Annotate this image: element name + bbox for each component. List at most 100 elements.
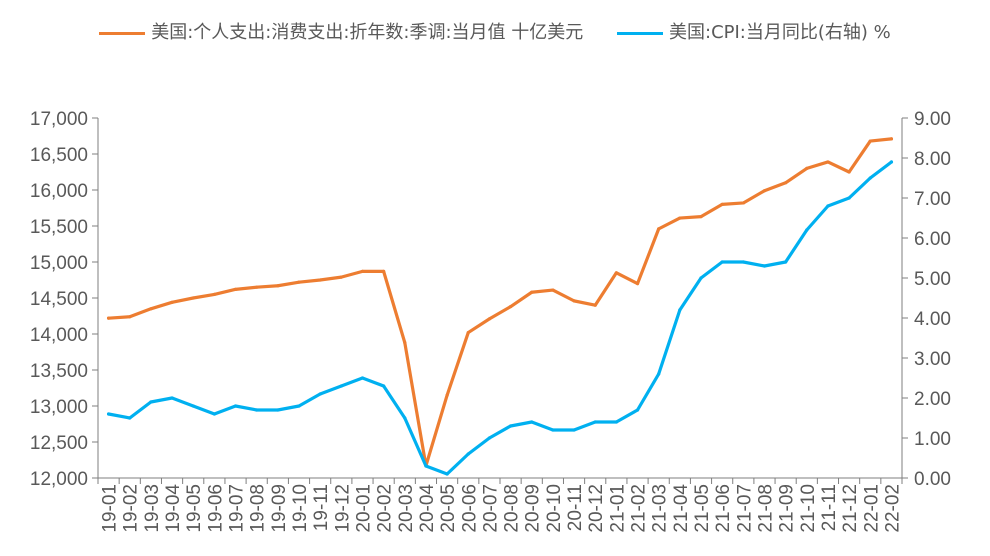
x-tick-label: 20-04: [417, 484, 438, 533]
consumer-spending-point: [657, 227, 661, 231]
left-tick-label: 17,000: [30, 109, 88, 130]
right-tick-label: 1.00: [914, 429, 951, 450]
left-tick-label: 15,500: [30, 217, 88, 238]
consumer-spending-point: [191, 296, 195, 300]
consumer-spending-point: [635, 282, 640, 286]
x-tick-label: 19-11: [311, 484, 332, 531]
x-tick-label: 20-01: [353, 484, 374, 533]
cpi-point: [233, 404, 238, 408]
cpi-point: [572, 428, 576, 432]
right-tick-label: 4.00: [914, 309, 951, 330]
x-tick-label: 21-04: [671, 484, 692, 533]
x-tick-label: 19-06: [205, 484, 226, 533]
x-tick-label: 20-05: [438, 484, 459, 533]
cpi-point: [784, 260, 788, 264]
x-tick-label: 20-06: [459, 484, 480, 533]
cpi-point: [318, 392, 322, 396]
x-tick-label: 19-02: [121, 484, 142, 533]
consumer-spending-point: [297, 280, 301, 284]
left-tick-label: 16,000: [30, 181, 88, 202]
cpi-point: [339, 384, 343, 388]
x-tick-label: 20-08: [502, 484, 523, 533]
x-tick-label: 20-10: [544, 484, 565, 533]
right-tick-label: 6.00: [914, 229, 951, 250]
consumer-spending-point: [826, 160, 830, 164]
left-tick-label: 13,000: [30, 397, 88, 418]
consumer-spending-point: [149, 307, 153, 311]
cpi-point: [868, 176, 872, 180]
consumer-spending-line: [106, 137, 894, 468]
left-tick-label: 12,500: [30, 433, 88, 454]
consumer-spending-point: [233, 287, 238, 291]
x-tick-label: 19-04: [163, 484, 184, 533]
cpi-point: [805, 228, 809, 232]
legend-item-consumer-spending: 美国:个人支出:消费支出:折年数:季调:当月值 十亿美元: [99, 18, 583, 44]
right-tick-label: 5.00: [914, 269, 951, 290]
x-tick-label: 21-09: [777, 484, 798, 533]
legend-label-consumer-spending: 美国:个人支出:消费支出:折年数:季调:当月值 十亿美元: [151, 22, 584, 43]
cpi-point: [741, 260, 745, 264]
cpi-point: [297, 404, 301, 408]
consumer-spending-point: [106, 316, 111, 320]
cpi-point: [360, 376, 365, 380]
consumer-spending-point: [572, 299, 576, 303]
consumer-spending-point: [762, 189, 767, 193]
consumer-spending-point: [889, 137, 894, 141]
cpi-point: [678, 308, 682, 312]
consumer-spending-point: [403, 341, 407, 345]
consumer-spending-point: [170, 300, 174, 304]
consumer-spending-point: [530, 290, 534, 294]
cpi-point: [847, 196, 851, 200]
consumer-spending-point: [360, 269, 365, 273]
cpi-point: [635, 408, 640, 412]
consumer-spending-point: [487, 317, 492, 321]
consumer-spending-point: [318, 278, 322, 282]
cpi-point: [424, 464, 428, 468]
consumer-spending-point: [784, 181, 788, 185]
cpi-point: [657, 372, 661, 376]
cpi-point: [106, 412, 111, 416]
consumer-spending-point: [847, 170, 851, 174]
consumer-spending-point: [868, 139, 872, 143]
cpi-point: [593, 420, 597, 424]
x-tick-label: 21-12: [840, 484, 861, 533]
consumer-spending-point: [445, 393, 449, 397]
right-axis-ticks: 0.00 1.00 2.00 3.00 4.00 5.00 6.00 7.00 8.00 9.00: [902, 109, 951, 490]
right-tick-label: 9.00: [914, 109, 951, 130]
x-tick-label: 21-08: [755, 484, 776, 533]
left-tick-label: 12,000: [30, 469, 88, 490]
consumer-spending-point: [339, 275, 343, 279]
x-tick-label: 19-10: [290, 484, 311, 533]
consumer-spending-point: [720, 202, 724, 206]
consumer-spending-point: [614, 271, 618, 275]
cpi-point: [212, 412, 216, 416]
consumer-spending-point: [699, 215, 703, 219]
x-tick-label: 21-07: [734, 484, 755, 533]
cpi-point: [699, 276, 703, 280]
cpi-point: [551, 428, 555, 432]
cpi-point: [255, 408, 259, 412]
cpi-point: [508, 424, 513, 428]
consumer-spending-point: [255, 285, 259, 289]
x-tick-label: 19-01: [100, 484, 121, 533]
right-tick-label: 7.00: [914, 189, 951, 210]
consumer-spending-point: [212, 292, 216, 296]
cpi-line: [106, 160, 894, 476]
cpi-point: [466, 452, 470, 456]
x-tick-label: 20-07: [480, 484, 501, 533]
cpi-point: [889, 160, 894, 164]
cpi-point: [445, 472, 449, 476]
consumer-spending-point: [678, 216, 682, 220]
cpi-point: [170, 396, 174, 400]
x-axis-ticks: 19-01 19-02 19-03 19-04 19-05 19-06 19-07 19-08…: [97, 478, 903, 533]
cpi-point: [403, 416, 407, 420]
legend-label-cpi: 美国:CPI:当月同比(右轴) %: [669, 22, 891, 43]
right-tick-label: 0.00: [914, 469, 951, 490]
x-tick-label: 20-12: [586, 484, 607, 533]
cpi-point: [128, 416, 132, 420]
cpi-point: [382, 384, 386, 388]
consumer-spending-point: [466, 330, 470, 335]
x-tick-label: 20-03: [396, 484, 417, 533]
